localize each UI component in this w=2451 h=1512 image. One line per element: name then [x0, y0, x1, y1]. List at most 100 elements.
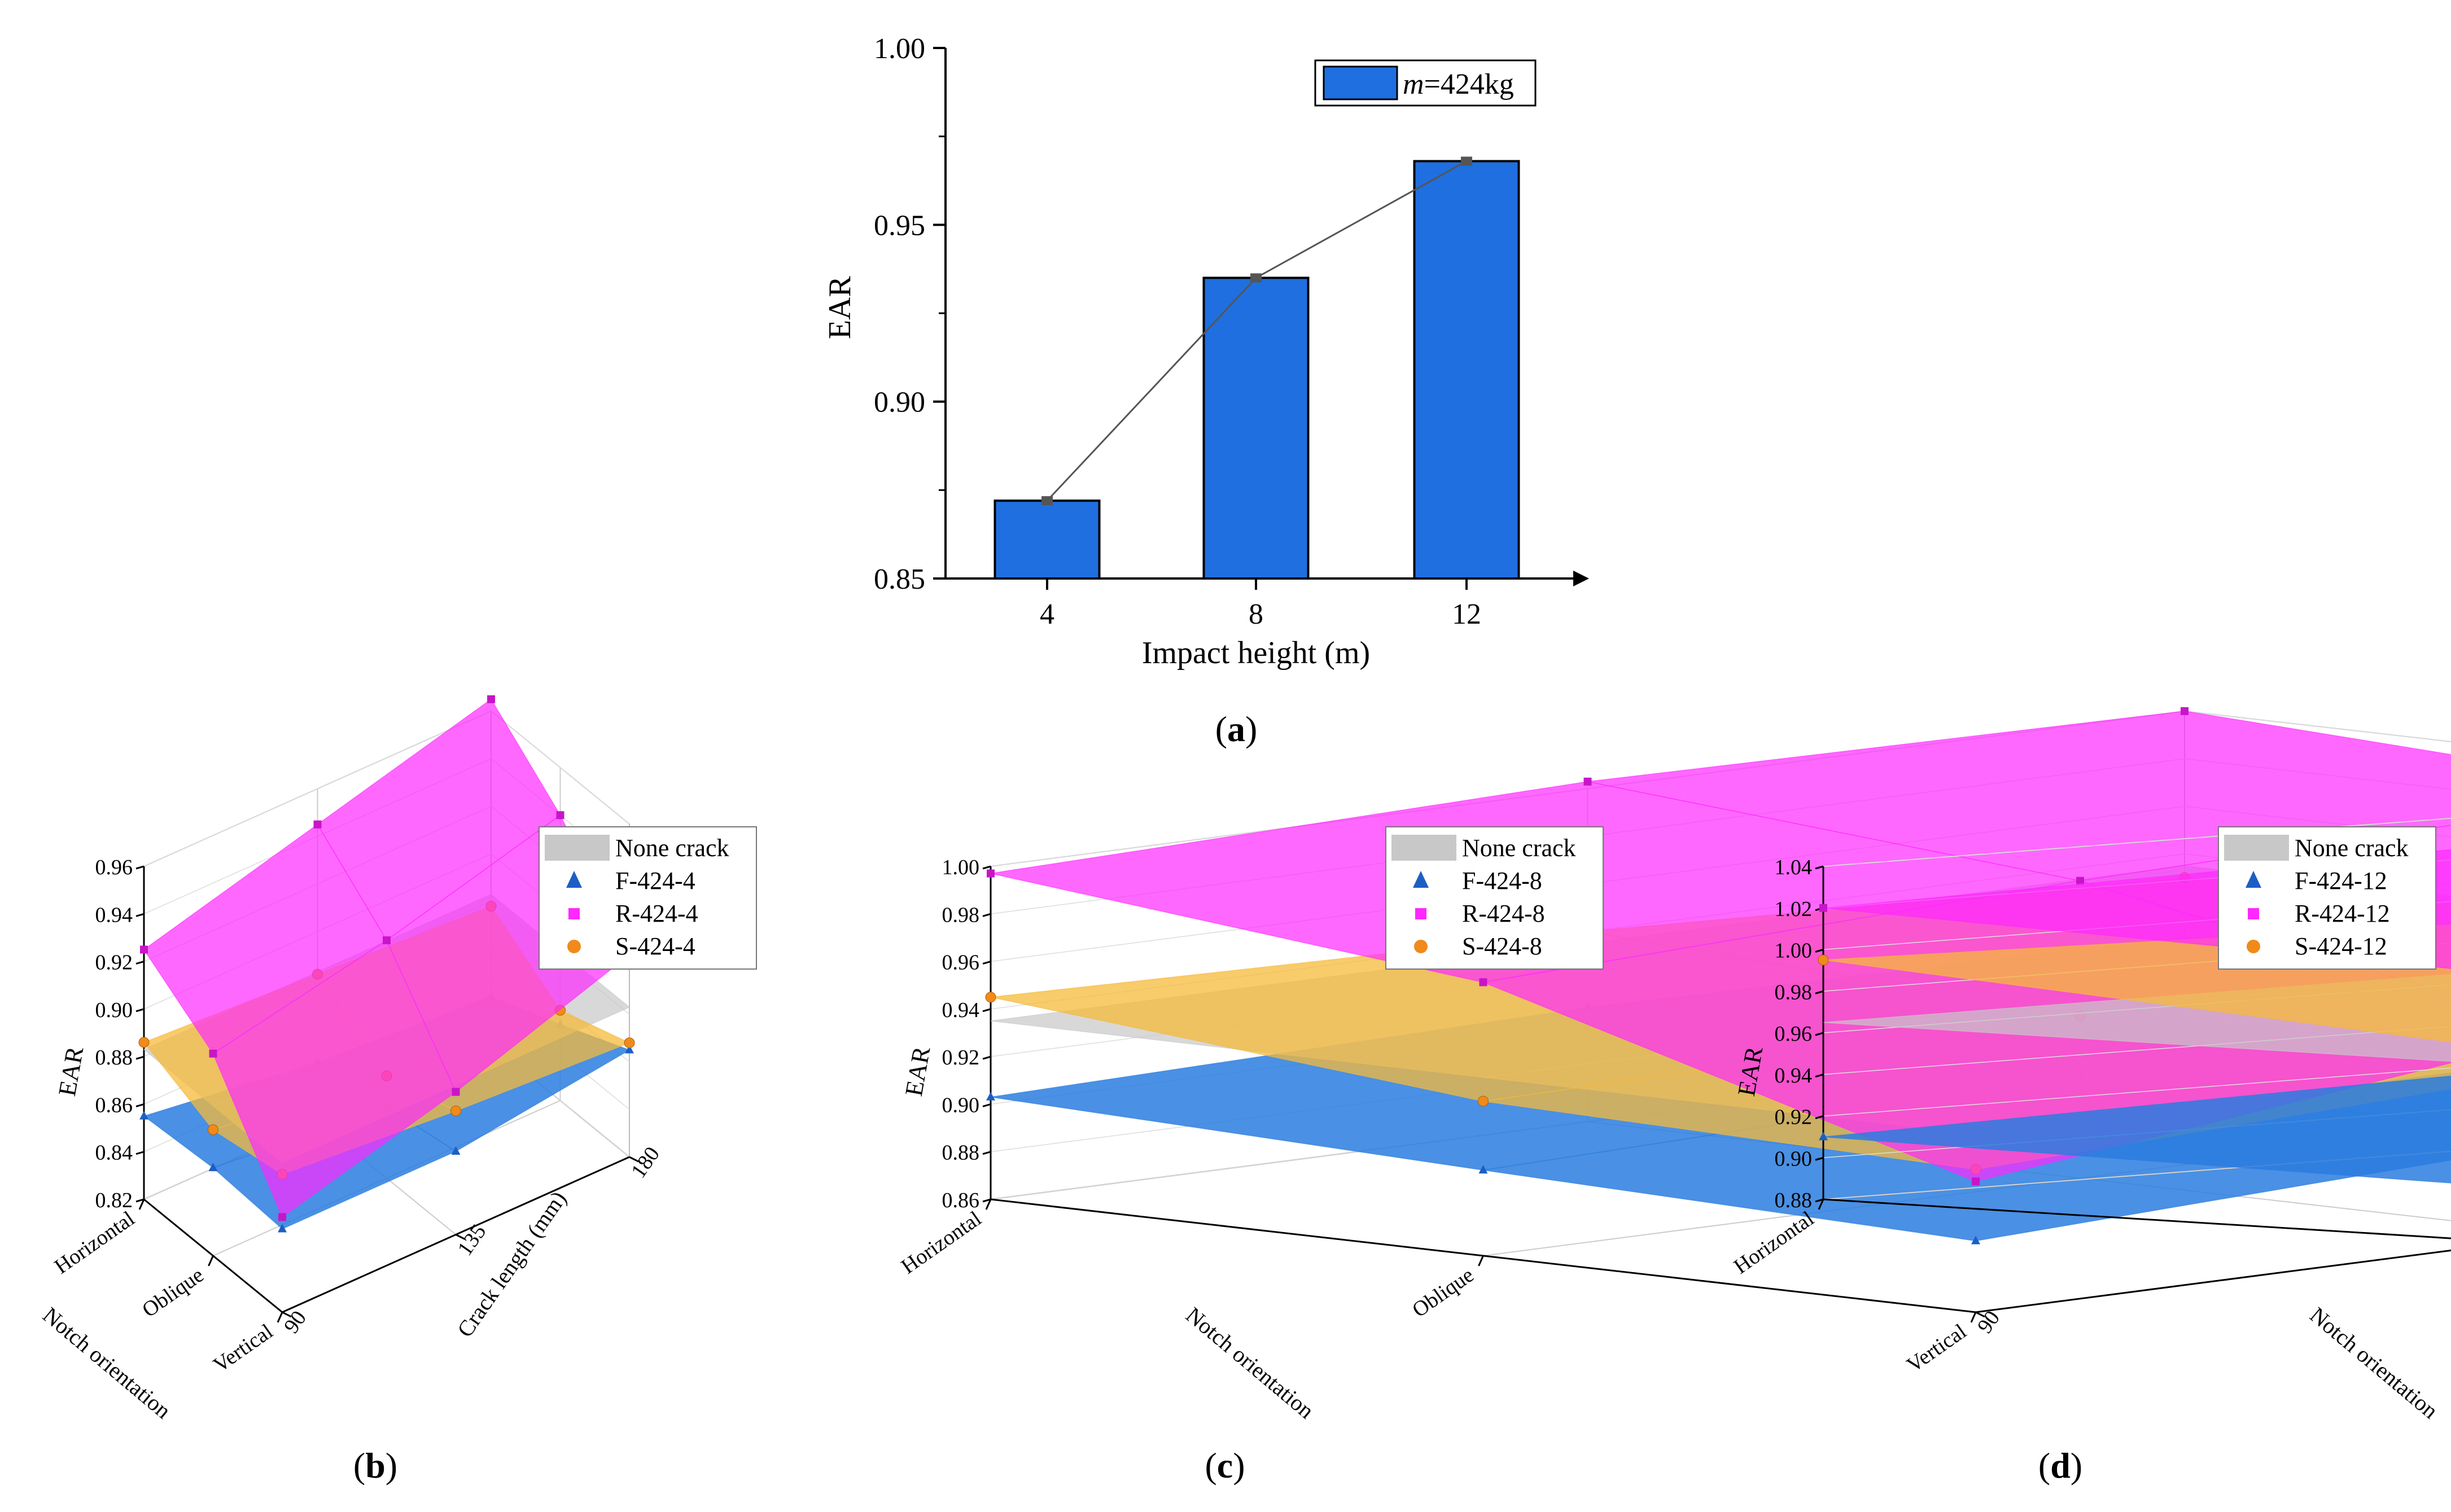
- z-tick-label: 0.94: [1775, 1064, 1813, 1088]
- legend-marker-none: [2224, 835, 2289, 861]
- z-tick: [982, 961, 991, 965]
- a-legend: m=424kg: [1314, 59, 1537, 107]
- z-tick: [1815, 1073, 1824, 1078]
- point-f: [2180, 932, 2189, 941]
- point-r: [487, 695, 495, 703]
- point-f: [1583, 1002, 1592, 1011]
- z-tick: [1815, 907, 1824, 911]
- x-tick-label: 4: [1040, 598, 1054, 630]
- legend-label: R-424-8: [1462, 900, 1545, 927]
- surface-none-crack: [1823, 974, 2451, 1062]
- z-tick-label: 0.96: [95, 856, 133, 879]
- grid-line: [1823, 1109, 2451, 1159]
- grid-line: [1823, 943, 2451, 992]
- point-r: [2076, 876, 2084, 885]
- grid-line: [1483, 1129, 2451, 1256]
- point-r: [313, 820, 322, 829]
- z-tick: [1815, 1032, 1824, 1036]
- z-tick-label: 0.90: [1775, 1147, 1813, 1171]
- grid-line: [1823, 984, 2451, 1033]
- grid-line: [990, 805, 2451, 962]
- z-tick-label: 1.04: [1775, 856, 1813, 879]
- x-tick: [138, 1199, 145, 1210]
- y-tick: [455, 1234, 466, 1240]
- x-tick: [1818, 1199, 1824, 1210]
- legend-italic: m: [1403, 68, 1424, 100]
- z-tick-label: 0.92: [95, 951, 133, 975]
- z-tick-label: 0.92: [942, 1046, 980, 1070]
- z-tick: [982, 1151, 991, 1155]
- point-f: [1971, 1235, 1980, 1244]
- point-r: [556, 811, 564, 819]
- legend-rest: =424kg: [1424, 68, 1514, 100]
- point-r: [1583, 777, 1592, 786]
- grid-line: [143, 805, 630, 962]
- surface-r: [143, 823, 388, 1054]
- legend-marker-f: [1413, 871, 1429, 888]
- x-axis-label: Notch orientation: [1181, 1302, 1319, 1423]
- floor: [990, 1043, 2451, 1313]
- surface-none-crack: [1483, 999, 2451, 1134]
- trend-point: [1250, 273, 1262, 283]
- z-tick: [135, 865, 145, 870]
- x-tick: [1478, 1255, 1484, 1266]
- grid-line: [317, 1121, 457, 1235]
- z-tick-label: 0.94: [95, 903, 133, 927]
- z-axis-label: EAR: [53, 1044, 89, 1098]
- legend-marker-r: [1415, 908, 1426, 919]
- y-tick-label: 0.90: [874, 387, 925, 419]
- point-r: [2181, 707, 2189, 715]
- grid-line: [990, 901, 2451, 1057]
- y-axis: [1975, 1250, 2451, 1313]
- floor: [1823, 1150, 2451, 1239]
- legend-label: None crack: [615, 834, 729, 862]
- grid-line: [990, 758, 2451, 915]
- legend-label: R-424-12: [2295, 900, 2390, 927]
- z-tick: [1815, 1198, 1824, 1203]
- point-s: [2179, 872, 2190, 883]
- grid-line: [1823, 1151, 2451, 1200]
- a-ylabel: EAR: [822, 275, 857, 339]
- surface-none-crack: [990, 943, 2081, 1078]
- point-s: [624, 1037, 635, 1049]
- surface-none-crack: [1587, 865, 2451, 1001]
- surface-none-crack: [212, 1028, 457, 1163]
- z-axis-label: EAR: [1732, 1044, 1769, 1098]
- surface-f: [143, 1062, 388, 1168]
- z-tick: [135, 1151, 145, 1155]
- grid-line: [143, 996, 630, 1152]
- z-tick-label: 0.82: [95, 1189, 133, 1212]
- back-wall-left: [143, 710, 492, 1200]
- caption-d: (d): [2038, 1445, 2083, 1485]
- legend-label: R-424-4: [615, 900, 698, 927]
- z-tick-label: 0.84: [95, 1141, 133, 1165]
- z-tick: [982, 1198, 991, 1203]
- surface-none-crack: [317, 893, 561, 1029]
- trend-point: [1041, 496, 1053, 506]
- legend-label: S-424-12: [2295, 932, 2387, 960]
- z-tick-label: 0.98: [942, 903, 980, 927]
- y-tick: [282, 1311, 292, 1318]
- z-tick-label: 0.88: [942, 1141, 980, 1165]
- y-tick-label: 90: [1973, 1307, 2004, 1338]
- surface-r: [2080, 825, 2451, 996]
- legend-label: None crack: [1462, 834, 1576, 862]
- x-axis-label: Notch orientation: [38, 1302, 176, 1423]
- y-axis: [282, 1156, 630, 1313]
- surface-s: [1587, 877, 2451, 1017]
- y-tick: [629, 1156, 639, 1163]
- y-tick-label: 135: [453, 1220, 491, 1260]
- z-tick: [1815, 1115, 1824, 1119]
- surface-f: [990, 1007, 2081, 1171]
- point-r: [625, 950, 633, 959]
- x-tick-label: Vertical: [1902, 1320, 1971, 1377]
- x-tick: [1970, 1312, 1977, 1323]
- z-axis-label: EAR: [900, 1044, 936, 1098]
- z-tick: [135, 1198, 145, 1203]
- point-f: [139, 1111, 148, 1120]
- floor: [143, 1043, 631, 1313]
- surface-r: [386, 814, 630, 1093]
- point-s: [485, 901, 497, 912]
- panel-b: 0.82 0.84 0.86 0.88 0.90 0.92 0.94 0.96 EAR Horiz…: [38, 695, 757, 1423]
- point-f: [487, 991, 496, 1000]
